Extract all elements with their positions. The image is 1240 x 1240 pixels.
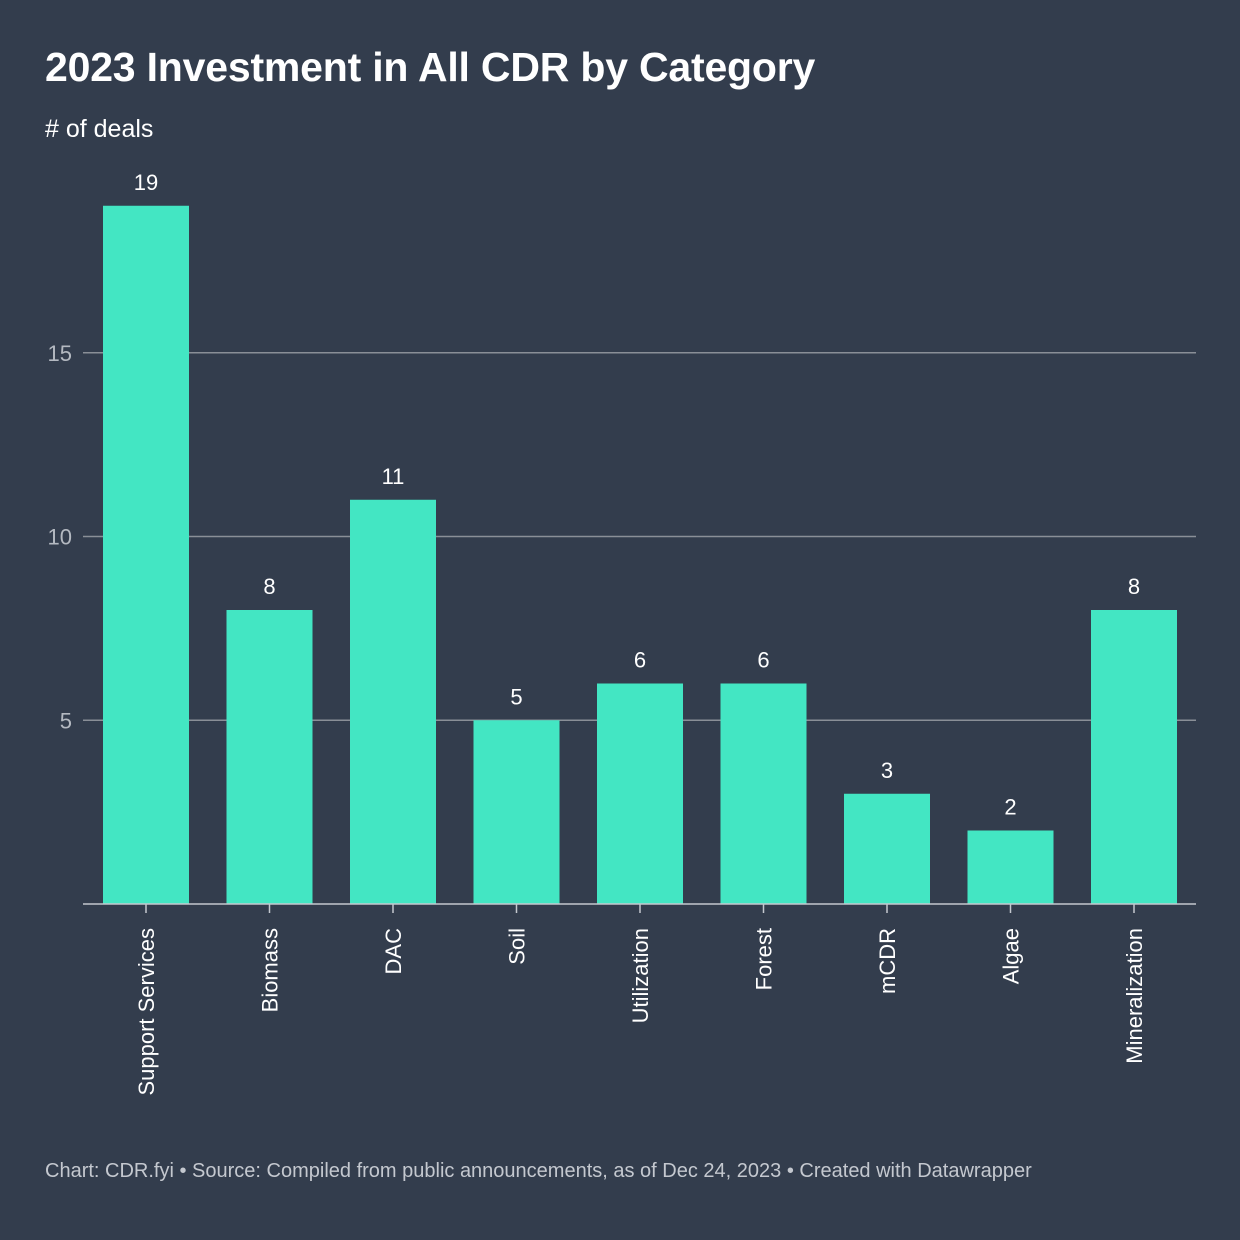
bar — [226, 610, 313, 904]
data-label: 11 — [382, 464, 405, 489]
footer-source: Source: Compiled from public announcemen… — [192, 1160, 782, 1182]
bar — [597, 683, 683, 904]
x-tick-label: Algae — [999, 928, 1024, 984]
chart-title: 2023 Investment in All CDR by Category — [45, 44, 816, 90]
x-tick-label: Support Services — [134, 928, 159, 1096]
data-label: 3 — [881, 758, 893, 783]
footer-separator: • — [786, 1160, 794, 1182]
gridlines: 5 10 15 — [48, 341, 1196, 733]
bar — [103, 205, 189, 904]
x-tick-label: mCDR — [875, 928, 900, 994]
data-label: 2 — [1004, 795, 1016, 820]
data-label: 8 — [1128, 574, 1140, 599]
bar — [473, 720, 560, 904]
y-tick-label: 15 — [48, 341, 72, 366]
chart-subtitle: # of deals — [45, 115, 154, 143]
footer-credit: Chart: CDR.fyi — [45, 1160, 174, 1182]
data-label: 5 — [510, 684, 522, 709]
y-tick-label: 5 — [60, 708, 72, 733]
y-tick-label: 10 — [48, 525, 72, 550]
x-tick-label: DAC — [381, 928, 406, 975]
data-label: 6 — [757, 648, 769, 673]
bar — [1091, 610, 1177, 904]
x-tick-label: Utilization — [628, 928, 653, 1023]
bar — [967, 830, 1054, 904]
bars — [103, 205, 1177, 904]
footer-created-with: Created with Datawrapper — [799, 1160, 1032, 1182]
x-tick-label: Mineralization — [1122, 928, 1147, 1064]
data-labels: 19 8 11 5 6 6 3 2 8 — [134, 170, 1140, 820]
chart-footer: Chart: CDR.fyi • Source: Compiled from p… — [45, 1160, 1032, 1183]
bar — [844, 793, 930, 904]
x-tick-label: Biomass — [258, 928, 283, 1012]
x-tick-label: Forest — [752, 928, 777, 990]
bar — [350, 499, 436, 904]
data-label: 8 — [263, 574, 275, 599]
data-label: 19 — [134, 170, 158, 195]
x-axis: Support Services Biomass DAC Soil Utilizatio… — [83, 903, 1196, 1096]
bar — [720, 683, 807, 904]
data-label: 6 — [634, 648, 646, 673]
footer-separator: • — [179, 1160, 187, 1182]
x-tick-label: Soil — [505, 928, 530, 965]
